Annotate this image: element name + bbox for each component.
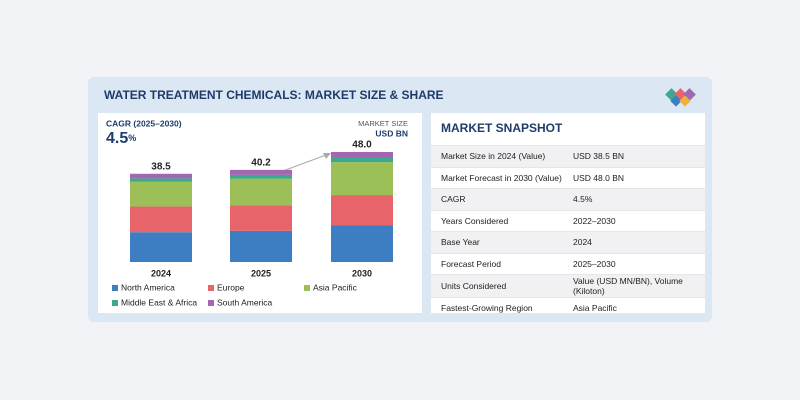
legend-label: South America — [217, 297, 273, 307]
snapshot-row: Fastest-Growing Region Asia Pacific — [431, 297, 705, 319]
cagr-label: CAGR (2025–2030) — [106, 118, 182, 128]
snapshot-value: 2022–2030 — [573, 215, 616, 226]
snapshot-value: Asia Pacific — [573, 303, 617, 314]
bar-segment — [331, 152, 393, 158]
snapshot-key: Base Year — [441, 237, 480, 248]
legend-label: Middle East & Africa — [121, 297, 197, 307]
legend-label: Europe — [217, 282, 245, 292]
snapshot-row: Units Considered Value (USD MN/BN), Volum… — [431, 274, 705, 297]
bar-segment — [130, 178, 192, 182]
snapshot-row: CAGR 4.5% — [431, 188, 705, 210]
snapshot-value: 4.5% — [573, 194, 593, 205]
bar-segment — [130, 206, 192, 233]
snapshot-value: USD 48.0 BN — [573, 172, 625, 183]
bar-segment — [230, 230, 292, 262]
title: WATER TREATMENT CHEMICALS: MARKET SIZE &… — [104, 88, 444, 102]
snapshot-key: Market Forecast in 2030 (Value) — [441, 172, 562, 183]
bar-segment — [130, 181, 192, 207]
bar-segment — [230, 178, 292, 206]
snapshot-key: Market Size in 2024 (Value) — [441, 151, 546, 162]
snapshot-panel: MARKET SNAPSHOT Market Size in 2024 (Val… — [431, 113, 705, 313]
snapshot-row: Market Forecast in 2030 (Value) USD 48.0 … — [431, 166, 705, 189]
bar-segment — [331, 195, 393, 226]
cagr-value: 4.5% — [106, 130, 136, 147]
snapshot-row: Forecast Period 2025–2030 — [431, 252, 705, 275]
snapshot-key: Fastest-Growing Region — [441, 303, 533, 314]
x-tick-label: 2030 — [352, 268, 372, 278]
bar-segment — [130, 173, 192, 179]
snapshot-rows: Market Size in 2024 (Value) USD 38.5 BN Ma… — [431, 145, 705, 319]
cagr-unit: % — [128, 133, 136, 143]
snapshot-row: Market Size in 2024 (Value) USD 38.5 BN — [431, 145, 705, 167]
legend-swatch — [304, 285, 310, 291]
legend-swatch — [112, 300, 118, 306]
legend-label: North America — [121, 282, 175, 292]
snapshot-value: USD 38.5 BN — [573, 151, 625, 162]
bar-segment — [130, 232, 192, 262]
bar-segment — [230, 169, 292, 175]
unit: USD BN — [375, 128, 408, 138]
snapshot-value: Value (USD MN/BN), Volume (Kiloton) — [573, 276, 683, 296]
x-tick-label: 2024 — [151, 268, 171, 278]
total-label: 48.0 — [352, 140, 372, 151]
legend-swatch — [208, 285, 214, 291]
bar-segment — [230, 205, 292, 231]
x-tick-label: 2025 — [251, 268, 271, 278]
cagr-number: 4.5 — [106, 130, 128, 147]
snapshot-value: 2025–2030 — [573, 258, 616, 269]
snapshot-key: CAGR — [441, 194, 466, 205]
snapshot-key: Forecast Period — [441, 258, 501, 269]
snapshot-value: 2024 — [573, 237, 592, 248]
legend-label: Asia Pacific — [313, 282, 358, 292]
snapshot-title: MARKET SNAPSHOT — [441, 121, 563, 135]
bar-segment — [230, 174, 292, 179]
snapshot-key: Units Considered — [441, 281, 507, 291]
total-label: 40.2 — [251, 158, 271, 169]
legend-swatch — [208, 300, 214, 306]
total-label: 38.5 — [151, 161, 171, 172]
snapshot-row: Base Year 2024 — [431, 231, 705, 253]
snapshot-key: Years Considered — [441, 215, 509, 226]
legend-swatch — [112, 285, 118, 291]
snapshot-row: Years Considered 2022–2030 — [431, 209, 705, 232]
bar-segment — [331, 225, 393, 262]
bar-segment — [331, 157, 393, 163]
unit-label: MARKET SIZE — [358, 119, 408, 128]
bar-segment — [331, 162, 393, 196]
